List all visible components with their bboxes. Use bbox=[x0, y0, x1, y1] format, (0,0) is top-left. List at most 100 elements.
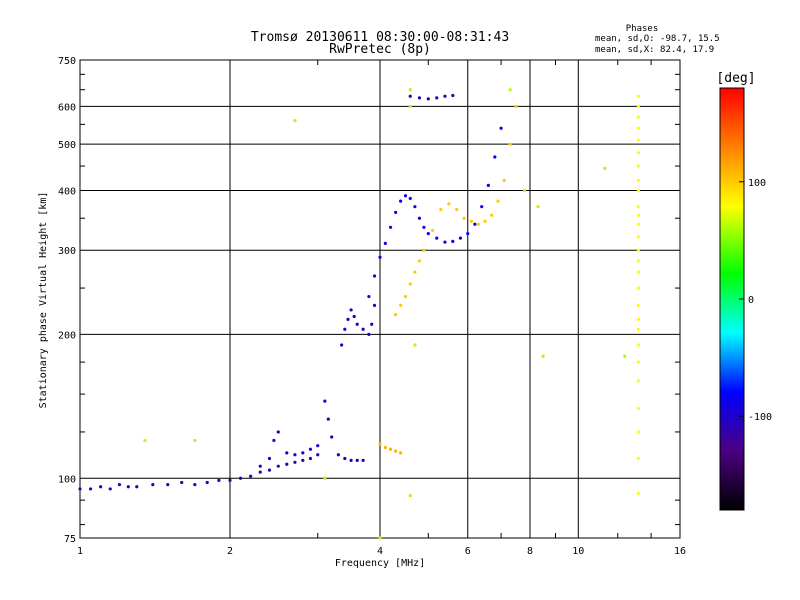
data-point bbox=[636, 286, 640, 290]
data-point bbox=[193, 438, 197, 443]
data-point bbox=[426, 97, 430, 101]
data-point bbox=[522, 188, 527, 193]
data-point bbox=[486, 183, 490, 187]
data-point bbox=[343, 456, 347, 461]
data-point bbox=[272, 438, 276, 443]
data-point bbox=[408, 104, 412, 108]
data-point bbox=[355, 322, 359, 326]
data-point bbox=[378, 255, 382, 259]
data-point bbox=[636, 360, 640, 364]
colorbar-tick-label: -100 bbox=[748, 412, 772, 423]
data-point bbox=[417, 216, 422, 220]
data-point bbox=[636, 213, 640, 217]
data-point bbox=[346, 317, 350, 321]
data-point bbox=[636, 456, 640, 461]
data-point bbox=[636, 138, 640, 142]
x-tick-label: 4 bbox=[377, 546, 383, 557]
data-point bbox=[388, 447, 393, 451]
data-points bbox=[78, 88, 640, 540]
data-point bbox=[502, 178, 506, 182]
data-point bbox=[422, 248, 426, 252]
data-point bbox=[378, 442, 382, 446]
data-point bbox=[408, 94, 412, 98]
data-point bbox=[308, 447, 313, 451]
data-point bbox=[394, 313, 398, 317]
data-point bbox=[205, 480, 209, 485]
y-axis-label: Stationary phase Virtual Height [km] bbox=[38, 192, 49, 409]
data-point bbox=[228, 478, 232, 482]
data-point bbox=[323, 399, 327, 403]
data-point bbox=[408, 88, 412, 92]
data-point bbox=[636, 259, 640, 263]
data-point bbox=[636, 317, 640, 321]
data-point bbox=[636, 178, 640, 182]
colorbar-label: [deg] bbox=[716, 71, 755, 86]
data-point bbox=[126, 485, 130, 489]
y-tick-label: 400 bbox=[58, 186, 76, 197]
data-point bbox=[636, 115, 640, 119]
data-point bbox=[417, 96, 422, 100]
data-point bbox=[276, 464, 280, 468]
data-point bbox=[394, 449, 398, 453]
data-point bbox=[78, 487, 82, 491]
data-point bbox=[636, 104, 640, 108]
data-point bbox=[483, 219, 487, 223]
data-point bbox=[267, 456, 272, 461]
data-point bbox=[293, 453, 297, 457]
y-tick-label: 75 bbox=[64, 534, 76, 545]
data-point bbox=[135, 485, 139, 489]
data-point bbox=[372, 303, 377, 307]
data-point bbox=[476, 222, 480, 226]
data-point bbox=[143, 438, 147, 443]
data-point bbox=[636, 327, 640, 331]
data-point bbox=[508, 142, 512, 146]
x-axis-ticks: 1 2 4 6 8 10 16 bbox=[77, 60, 686, 557]
data-point bbox=[469, 219, 473, 223]
x-tick-label: 1 bbox=[77, 546, 83, 557]
data-point bbox=[636, 491, 640, 495]
data-point bbox=[399, 451, 403, 455]
data-point bbox=[636, 379, 640, 383]
data-point bbox=[636, 164, 640, 168]
data-point bbox=[408, 196, 412, 201]
data-point bbox=[636, 406, 640, 411]
data-point bbox=[336, 453, 340, 457]
data-point bbox=[443, 240, 447, 244]
data-point bbox=[413, 270, 417, 274]
data-point bbox=[499, 126, 503, 130]
data-point bbox=[636, 222, 640, 226]
data-point bbox=[258, 470, 262, 474]
data-point bbox=[443, 94, 447, 98]
data-point bbox=[340, 343, 344, 347]
data-point bbox=[367, 294, 371, 299]
data-point bbox=[508, 88, 512, 92]
data-point bbox=[285, 462, 289, 466]
x-tick-label: 6 bbox=[465, 546, 471, 557]
data-point bbox=[388, 225, 393, 229]
data-point bbox=[439, 207, 443, 212]
data-point bbox=[378, 536, 382, 540]
data-point bbox=[343, 327, 347, 331]
data-point bbox=[413, 205, 417, 209]
y-tick-label: 300 bbox=[58, 246, 76, 257]
y-tick-label: 750 bbox=[58, 56, 76, 67]
data-point bbox=[249, 474, 253, 478]
data-point bbox=[603, 166, 607, 170]
data-point bbox=[636, 235, 640, 239]
data-point bbox=[426, 231, 430, 236]
x-tick-label: 10 bbox=[572, 546, 584, 557]
data-point bbox=[636, 188, 640, 193]
x-axis-label: Frequency [MHz] bbox=[335, 558, 425, 569]
data-point bbox=[430, 228, 435, 233]
data-point bbox=[435, 236, 439, 240]
data-point bbox=[349, 308, 353, 312]
data-point bbox=[394, 210, 398, 214]
colorbar-tick-label: 0 bbox=[748, 295, 754, 306]
data-point bbox=[636, 205, 640, 209]
data-point bbox=[636, 430, 640, 434]
data-point bbox=[541, 354, 545, 358]
data-point bbox=[217, 478, 221, 482]
data-point bbox=[408, 282, 412, 286]
data-point bbox=[413, 343, 417, 347]
data-point bbox=[403, 294, 408, 299]
